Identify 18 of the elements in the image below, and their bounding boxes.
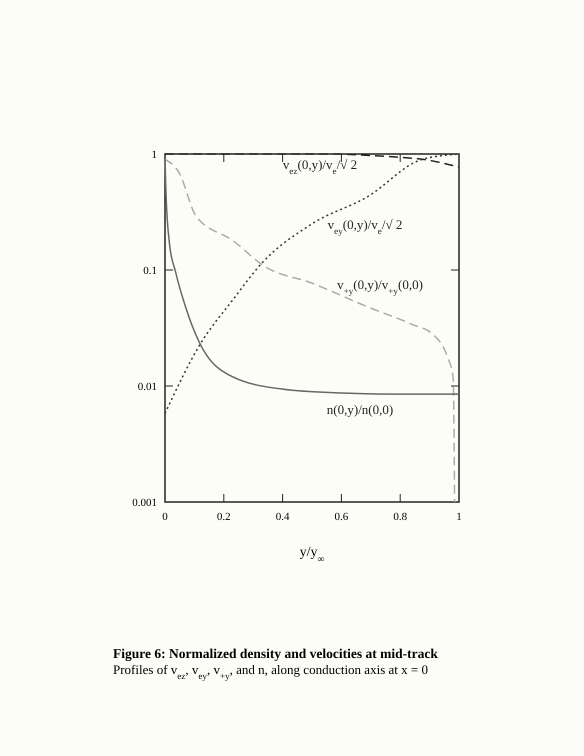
x-tick-label: 0.2 — [216, 511, 231, 523]
x-tick-label: 0 — [162, 511, 168, 523]
legend-label: v$_{ez}$(0,y)/v$_{e}$/√ 2 — [282, 157, 358, 176]
text: Figure 6: Normalized density and velocities at mid-track — [113, 646, 438, 661]
x-tick-label: 0.4 — [276, 511, 290, 523]
x-tick-label: 0.6 — [334, 511, 349, 523]
x-tick-label: 0.8 — [393, 511, 408, 523]
y-tick-label: 1 — [152, 149, 157, 161]
text: Profiles of v$_{ez}$, v$_{ey}$, v$_{+y}$, and n, along conduction axis at x = 0 — [113, 662, 428, 681]
y-tick-label: 0.01 — [138, 381, 157, 393]
x-axis-title: y/y$_{∞}$ — [300, 545, 324, 564]
series-label: n(0,y)/n(0,0) — [326, 402, 394, 417]
y-tick-label: 0.1 — [143, 265, 157, 277]
y-tick-label: 0.001 — [132, 497, 157, 509]
line-series — [164, 158, 456, 503]
series-label: v$_{ey}$(0,y)/v$_{e}$/√ 2 — [328, 217, 402, 236]
series-label: v$_{+y}$(0,y)/v$_{+y}$(0,0) — [337, 277, 423, 296]
x-tick-label: 1 — [456, 511, 462, 523]
